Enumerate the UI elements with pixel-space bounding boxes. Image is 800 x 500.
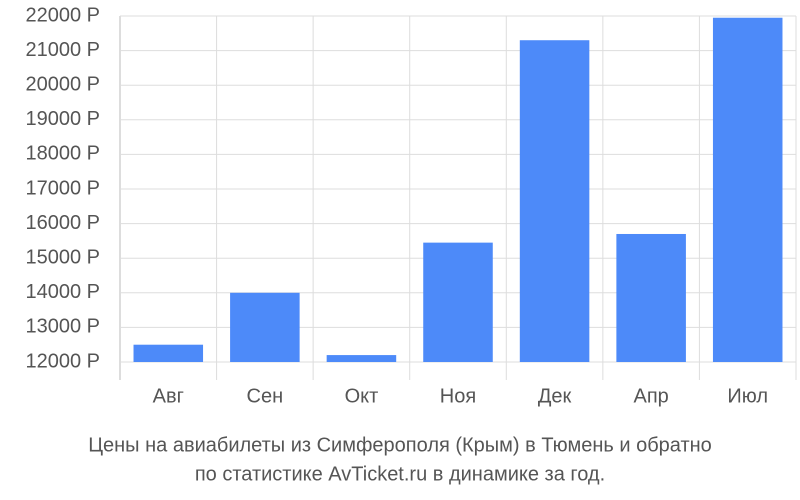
y-tick-label: 22000 Р: [25, 4, 100, 26]
y-tick-label: 18000 Р: [25, 143, 100, 165]
x-tick-label: Июл: [727, 385, 768, 407]
bar: [519, 40, 590, 362]
x-tick-label: Апр: [633, 385, 668, 407]
bar: [616, 233, 686, 362]
y-tick-label: 13000 Р: [25, 316, 100, 338]
bar: [230, 292, 300, 362]
bar: [133, 344, 204, 362]
y-tick-label: 14000 Р: [25, 281, 100, 303]
x-tick-label: Авг: [153, 385, 184, 407]
y-tick-label: 20000 Р: [25, 73, 100, 95]
bar: [712, 17, 783, 362]
bar: [423, 242, 493, 362]
x-tick-label: Окт: [345, 385, 379, 407]
x-tick-label: Дек: [538, 385, 572, 407]
chart-title: Цены на авиабилеты из Симферополя (Крым)…: [88, 434, 712, 456]
y-tick-label: 15000 Р: [25, 246, 100, 268]
bar: [326, 355, 397, 362]
x-tick-label: Сен: [247, 385, 284, 407]
y-tick-label: 21000 Р: [25, 39, 100, 61]
y-tick-label: 19000 Р: [25, 108, 100, 130]
y-tick-label: 16000 Р: [25, 212, 100, 234]
y-tick-label: 17000 Р: [25, 177, 100, 199]
y-tick-label: 12000 Р: [25, 350, 100, 372]
chart-title: по статистике AvTicket.ru в динамике за …: [195, 463, 605, 485]
x-tick-label: Ноя: [440, 385, 476, 407]
